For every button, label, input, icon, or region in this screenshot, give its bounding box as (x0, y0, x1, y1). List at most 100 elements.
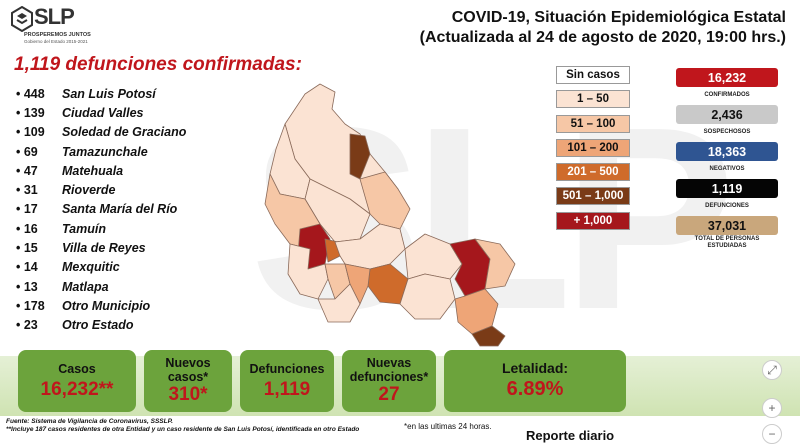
map-region-north-east (359, 171, 411, 230)
municipality-count: • 69 (16, 144, 38, 159)
kpi-nuevos-casos: Nuevos casos* 310* (144, 350, 232, 412)
deaths-title: 1,119 defunciones confirmadas: (14, 54, 302, 75)
stat-value: 16,232 (676, 68, 778, 87)
kpi-defunciones: Defunciones 1,119 (240, 350, 334, 412)
municipality-row: • 139 Ciudad Valles (16, 103, 186, 122)
legend-item: 201 – 500 (556, 163, 630, 182)
zoom-out-button[interactable]: − (762, 424, 782, 444)
map-region-huasteca-north (404, 233, 463, 280)
municipality-name: Rioverde (62, 183, 116, 198)
map-region-huasteca-south (399, 273, 456, 320)
title-line-2: (Actualizada al 24 de agosto de 2020, 19… (419, 29, 786, 46)
stats-panel: 16,232 CONFIRMADOS 2,436 SOSPECHOSOS 18,363 N… (676, 68, 778, 253)
kpi-nuevos-casos-value: 310* (168, 384, 208, 405)
municipality-name: Tamuín (62, 221, 106, 236)
kpi-nuevas-defunciones-value: 27 (378, 384, 400, 405)
municipality-row: • 13 Matlapa (16, 277, 186, 296)
map-region-matlapa (471, 325, 506, 347)
municipality-count: • 448 (16, 86, 45, 101)
legend-item: 51 – 100 (556, 114, 630, 133)
municipality-name: Matehuala (62, 163, 124, 178)
legend-item: 1 – 50 (556, 90, 630, 109)
map-region-tamazunchale (454, 288, 499, 335)
municipality-row: • 69 Tamazunchale (16, 142, 186, 161)
kpi-letalidad-value: 6.89% (506, 378, 564, 400)
source-note: Fuente: Sistema de Vigilancia de Coronav… (6, 418, 173, 425)
municipality-count: • 15 (16, 241, 38, 256)
municipality-count: • 31 (16, 183, 38, 198)
municipality-name: San Luis Potosí (62, 86, 156, 101)
municipality-count: • 178 (16, 298, 45, 313)
map-region-tamuin (474, 238, 516, 290)
logo-slogan: PROSPEREMOS JUNTOS (24, 32, 91, 38)
municipality-name: Ciudad Valles (62, 105, 144, 120)
municipality-row: • 109 Soledad de Graciano (16, 123, 186, 142)
stat-label: SOSPECHOSOS (703, 128, 751, 135)
legend-item: Sin casos (556, 66, 630, 84)
municipality-name: Mexquitic (62, 260, 120, 275)
kpi-casos: Casos 16,232** (18, 350, 136, 412)
logo-government: Gobierno del Estado 2015-2021 (24, 39, 88, 44)
municipality-row: • 31 Rioverde (16, 180, 186, 199)
stat-label: CONFIRMADOS (704, 91, 750, 98)
stat-label: NEGATIVOS (709, 165, 745, 172)
municipality-row: • 23 Otro Estado (16, 316, 186, 335)
report-label: Reporte diario (526, 428, 615, 443)
zoom-in-button[interactable]: + (762, 398, 782, 418)
kpi-letalidad: Letalidad: 6.89% (444, 350, 626, 412)
municipality-count: • 13 (16, 279, 38, 294)
municipality-count: • 14 (16, 260, 38, 275)
municipality-name: Matlapa (62, 279, 109, 294)
stat-value: 37,031 (676, 216, 778, 235)
stat-block: 2,436 SOSPECHOSOS (676, 105, 778, 140)
map-region-south (317, 283, 361, 323)
stat-block: 16,232 CONFIRMADOS (676, 68, 778, 103)
kpi-defunciones-label: Defunciones (249, 361, 325, 376)
map-region-santa-maria (344, 263, 371, 305)
municipality-name: Otro Municipio (62, 298, 151, 313)
map-region-center (334, 223, 406, 270)
map-legend: Sin casos 1 – 50 51 – 100 101 – 200 201 – 50… (556, 66, 630, 236)
municipality-row: • 448 San Luis Potosí (16, 84, 186, 103)
municipality-count: • 109 (16, 125, 45, 140)
page-title: COVID-19, Situación Epidemiológica Estat… (420, 8, 786, 48)
fit-screen-button[interactable]: ⤢ (762, 360, 782, 380)
stat-value: 1,119 (676, 179, 778, 198)
slp-logo: SLP PROSPEREMOS JUNTOS Gobierno del Esta… (10, 4, 102, 48)
logo-mark-icon (11, 6, 33, 32)
municipality-name: Soledad de Graciano (62, 125, 187, 140)
kpi-nuevas-defunciones-label: Nuevas defunciones* (349, 356, 429, 384)
legend-item: 101 – 200 (556, 138, 630, 157)
last-24h-note: *en las ultimas 24 horas. (404, 422, 492, 431)
kpi-nuevos-casos-label: Nuevos casos* (165, 356, 211, 384)
municipality-row: • 16 Tamuín (16, 219, 186, 238)
municipality-row: • 17 Santa María del Río (16, 200, 186, 219)
municipality-count: • 17 (16, 202, 38, 217)
municipality-name: Otro Estado (62, 318, 134, 333)
stat-label: TOTAL DE PERSONAS ESTUDIADAS (694, 236, 760, 249)
legend-item: 501 – 1,000 (556, 187, 630, 206)
municipality-name: Villa de Reyes (62, 241, 146, 256)
stat-block: 1,119 DEFUNCIONES (676, 179, 778, 214)
kpi-nuevas-defunciones: Nuevas defunciones* 27 (342, 350, 436, 412)
municipality-row: • 178 Otro Municipio (16, 296, 186, 315)
title-line-1: COVID-19, Situación Epidemiológica Estat… (451, 9, 786, 26)
stat-block: 37,031 TOTAL DE PERSONAS ESTUDIADAS (676, 216, 778, 251)
stat-value: 18,363 (676, 142, 778, 161)
municipality-row: • 15 Villa de Reyes (16, 238, 186, 257)
stat-block: 18,363 NEGATIVOS (676, 142, 778, 177)
municipality-count: • 139 (16, 105, 45, 120)
map-region-matehuala (349, 133, 371, 180)
municipality-count: • 47 (16, 163, 38, 178)
municipality-count: • 23 (16, 318, 38, 333)
logo-text: SLP (34, 4, 75, 29)
municipality-row: • 47 Matehuala (16, 161, 186, 180)
kpi-defunciones-value: 1,119 (263, 378, 311, 400)
kpi-casos-label: Casos (58, 361, 96, 376)
municipality-row: • 14 Mexquitic (16, 258, 186, 277)
municipality-count: • 16 (16, 221, 38, 236)
cases-footnote: **Incluye 187 casos residentes de otra E… (6, 426, 360, 433)
municipality-name: Santa María del Río (62, 202, 178, 217)
legend-item: + 1,000 (556, 211, 630, 230)
municipality-name: Tamazunchale (62, 144, 148, 159)
